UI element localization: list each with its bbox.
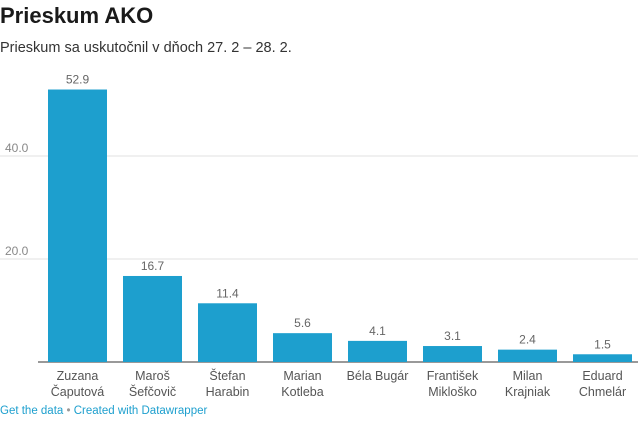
bar [198, 303, 257, 362]
chart-title: Prieskum AKO [0, 3, 154, 28]
category-label: Béla Bugár [347, 369, 409, 383]
value-label: 2.4 [519, 333, 536, 347]
bars [48, 89, 632, 363]
chart-subtitle: Prieskum sa uskutočnil v dňoch 27. 2 – 2… [0, 40, 292, 56]
value-label: 4.1 [369, 324, 386, 338]
category-label: Šefčovič [129, 384, 176, 399]
category-label: Čaputová [51, 384, 105, 399]
category-label: Milan [513, 369, 543, 383]
footer-separator: • [66, 405, 71, 417]
category-label: Zuzana [57, 369, 99, 383]
bar [498, 349, 557, 362]
category-label: Kotleba [281, 385, 323, 399]
category-label: Mikloško [428, 385, 477, 399]
y-tick-label: 20.0 [5, 244, 29, 258]
value-label: 5.6 [294, 316, 311, 330]
category-label: Chmelár [579, 385, 626, 399]
value-label: 11.4 [216, 286, 239, 300]
footer: Get the data • Created with Datawrapper [0, 403, 207, 419]
category-label: František [427, 369, 479, 383]
category-label: Krajniak [505, 385, 551, 399]
get-the-data-link[interactable]: Get the data [0, 405, 64, 417]
category-label: Eduard [582, 369, 622, 383]
bar [573, 354, 632, 362]
category-label: Marian [283, 369, 321, 383]
value-label: 16.7 [141, 259, 165, 273]
category-label: Harabin [206, 385, 250, 399]
bar [123, 275, 182, 362]
value-label: 52.9 [66, 73, 90, 87]
value-label: 1.5 [594, 337, 611, 351]
bar [273, 333, 332, 362]
category-label: Štefan [209, 368, 245, 383]
bar [423, 346, 482, 362]
bar [48, 89, 107, 363]
value-label: 3.1 [444, 329, 461, 343]
bar-chart: 20.0 40.0 52.9 16.7 11.4 5.6 4.1 3.1 2.4 1.5 Zuz… [0, 73, 638, 399]
created-with-datawrapper-link[interactable]: Created with Datawrapper [73, 405, 208, 417]
y-tick-label: 40.0 [5, 141, 29, 155]
bar [348, 340, 407, 362]
category-label: Maroš [135, 369, 170, 383]
value-labels: 52.9 16.7 11.4 5.6 4.1 3.1 2.4 1.5 [66, 73, 611, 352]
